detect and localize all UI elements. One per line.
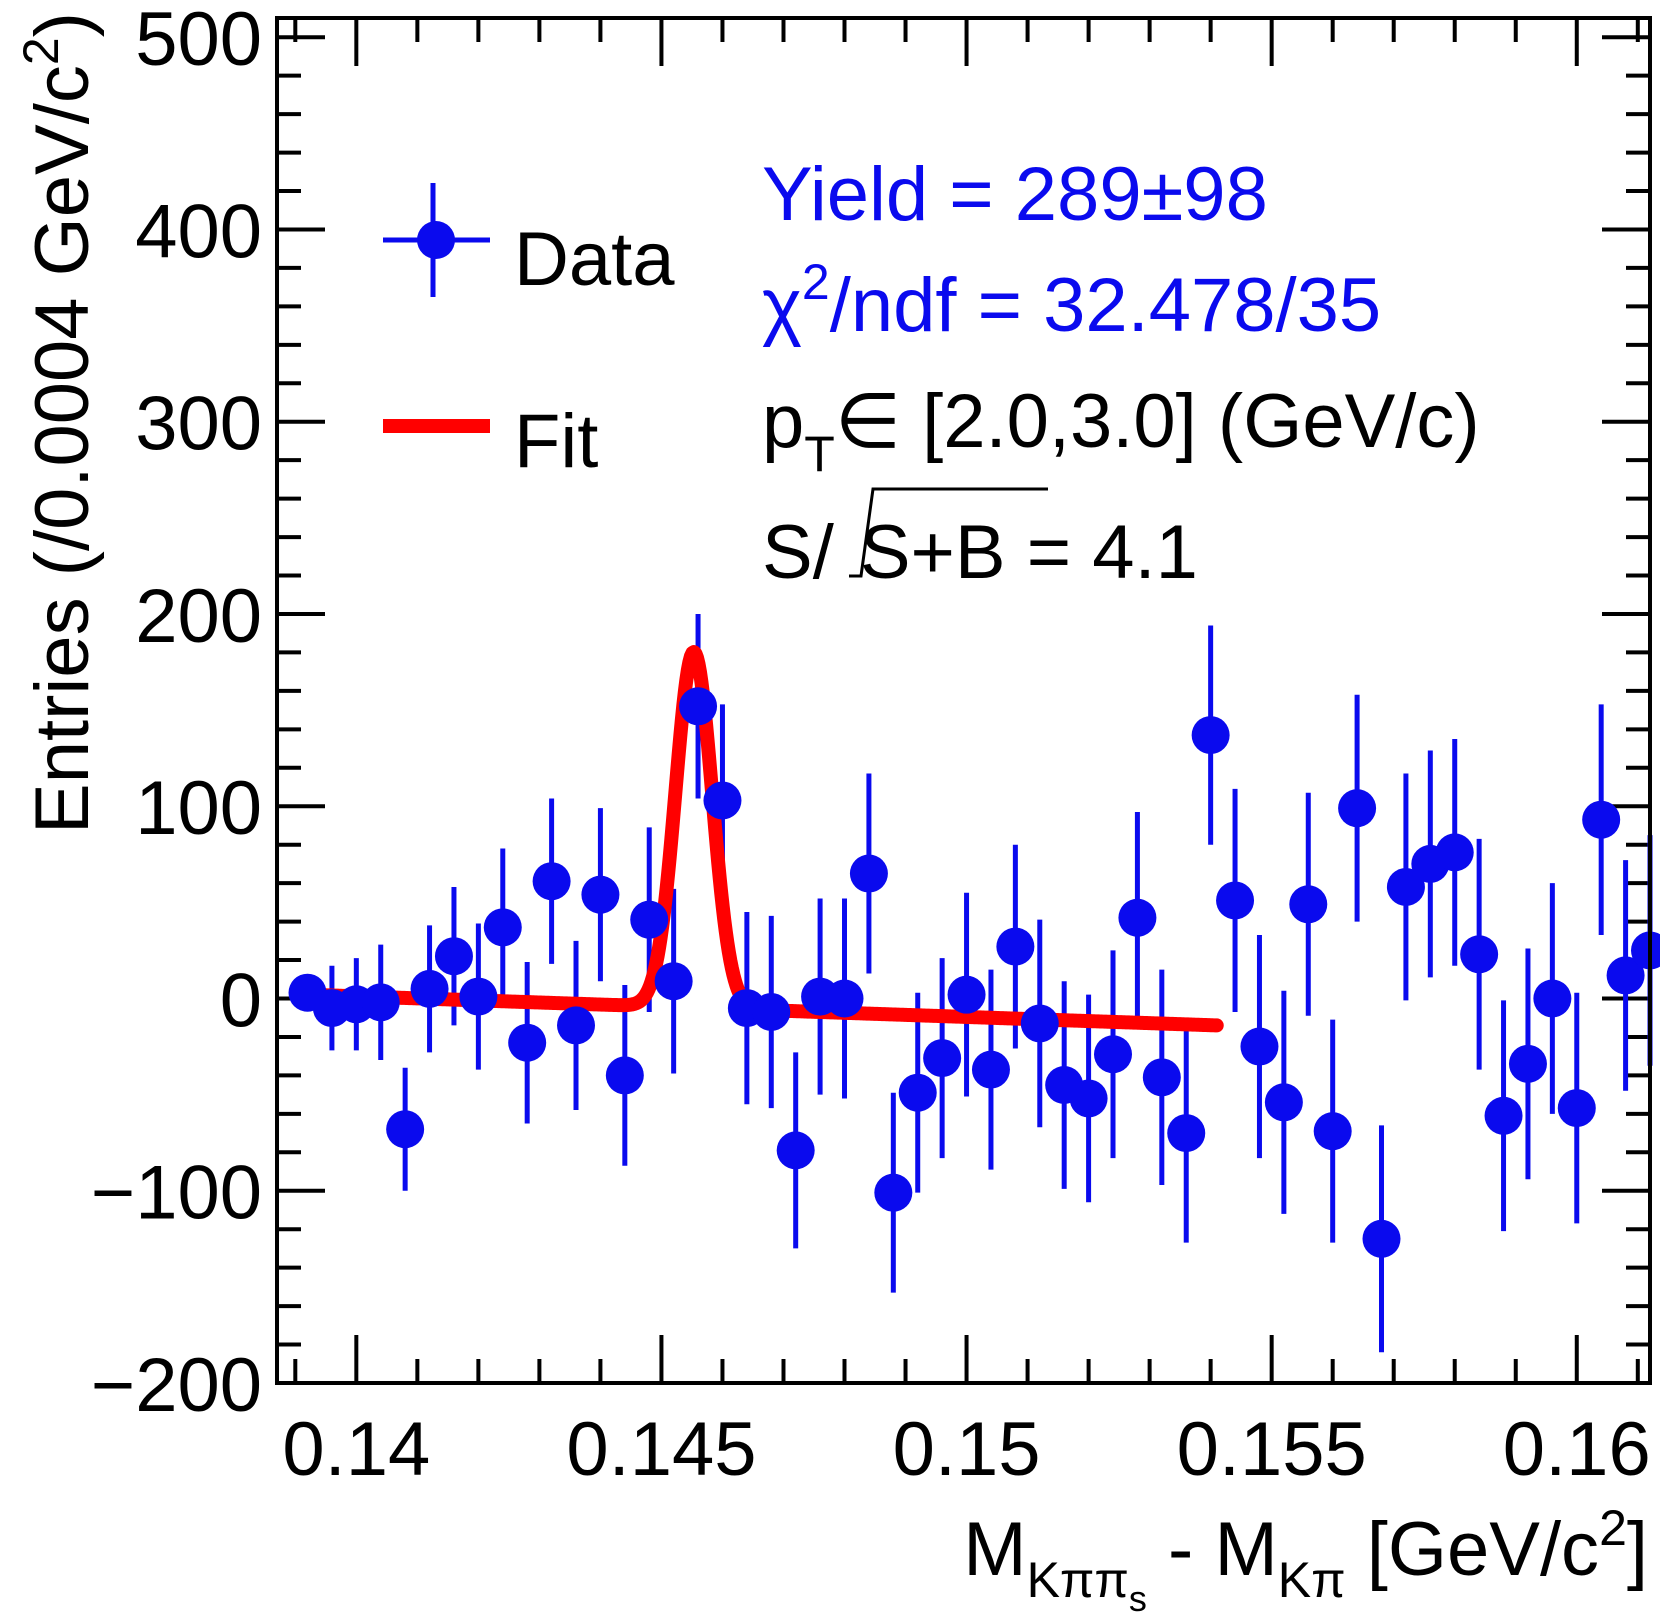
data-points [288, 687, 1660, 1258]
data-point [630, 900, 669, 939]
y-tick-label: 100 [135, 766, 262, 851]
data-point [1191, 716, 1230, 755]
data-point [483, 908, 522, 947]
data-point [1533, 979, 1572, 1018]
data-point [532, 862, 571, 901]
data-point [1386, 867, 1425, 906]
axis-ticks [277, 18, 1650, 1385]
data-point [1216, 881, 1255, 920]
data-point [679, 687, 718, 726]
data-point [410, 969, 449, 1008]
data-point [386, 1110, 425, 1149]
legend-data-label: Data [514, 217, 675, 302]
data-point [1118, 898, 1157, 937]
x-tick-label: 0.14 [282, 1407, 430, 1492]
y-axis-title: Entries (/0.0004 GeV/c2) [13, 12, 105, 834]
y-tick-label: 200 [135, 574, 262, 659]
legend-data-marker [417, 221, 455, 259]
data-point [1606, 956, 1645, 995]
data-point [923, 1039, 962, 1078]
data-point [654, 962, 693, 1001]
plot-frame [275, 16, 1652, 1385]
data-point [459, 977, 498, 1016]
x-tick-label: 0.15 [893, 1407, 1041, 1492]
data-point [849, 854, 888, 893]
x-tick-label: 0.145 [566, 1407, 756, 1492]
significance-annotation: S/S+B = 4.1 [762, 510, 1198, 595]
y-tick-labels: −200 −100 0 100 200 300 400 500 [91, 0, 262, 1428]
data-point [752, 992, 791, 1031]
data-point [996, 927, 1035, 966]
data-point [1094, 1035, 1133, 1074]
data-point [825, 979, 864, 1018]
data-point [1338, 789, 1377, 828]
x-axis-title: MKππs - MKπ [GeV/c2] [963, 1500, 1648, 1619]
data-point [898, 1073, 937, 1112]
y-tick-label: −100 [91, 1151, 262, 1236]
data-point [1069, 1079, 1108, 1118]
data-point [508, 1023, 547, 1062]
y-tick-label: 300 [135, 382, 262, 467]
y-tick-label: 0 [220, 958, 262, 1043]
data-point [1167, 1114, 1206, 1153]
data-point [581, 875, 620, 914]
yield-annotation: Yield = 289±98 [762, 152, 1268, 237]
data-point [1020, 1004, 1059, 1043]
data-point [434, 937, 473, 976]
data-point [557, 1006, 596, 1045]
data-point [776, 1131, 815, 1170]
data-point [1142, 1058, 1181, 1097]
data-point [1484, 1096, 1523, 1135]
data-point [874, 1173, 913, 1212]
data-point [361, 983, 400, 1022]
x-tick-label: 0.155 [1177, 1407, 1367, 1492]
legend: Data Fit [383, 183, 675, 484]
sqrt-radical [849, 487, 1048, 578]
data-point [1264, 1083, 1303, 1122]
y-tick-label: −200 [91, 1343, 262, 1428]
y-tick-label: 400 [135, 189, 262, 274]
annotations: Yield = 289±98 χ2/ndf = 32.478/35 pT∈ [2… [762, 152, 1480, 595]
data-point [1460, 935, 1499, 974]
data-point [1582, 800, 1621, 839]
data-point [1362, 1219, 1401, 1258]
data-point [971, 1050, 1010, 1089]
data-point [1508, 1044, 1547, 1083]
data-point [703, 781, 742, 820]
chi2-annotation: χ2/ndf = 32.478/35 [762, 254, 1381, 348]
data-point [1631, 931, 1660, 970]
y-tick-label: 500 [135, 0, 262, 82]
data-point [947, 975, 986, 1014]
data-point [1313, 1112, 1352, 1151]
pt-range-annotation: pT∈ [2.0,3.0] (GeV/c) [762, 379, 1480, 482]
data-point [1240, 1027, 1279, 1066]
data-point [1289, 885, 1328, 924]
x-tick-label: 0.16 [1503, 1407, 1651, 1492]
data-point [1435, 833, 1474, 872]
x-tick-labels: 0.14 0.145 0.15 0.155 0.16 [282, 1407, 1650, 1492]
data-point [1557, 1089, 1596, 1128]
legend-fit-label: Fit [514, 399, 598, 484]
data-point [605, 1056, 644, 1095]
